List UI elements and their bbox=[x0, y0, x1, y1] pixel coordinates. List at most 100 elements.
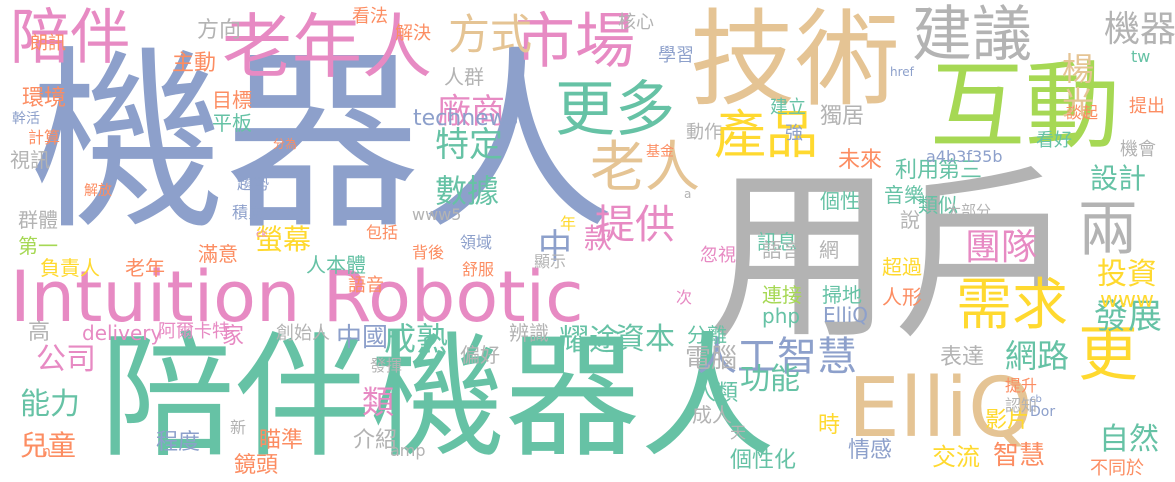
word: 人形 bbox=[882, 285, 922, 309]
word: 滿意 bbox=[198, 242, 238, 266]
word: 主動 bbox=[172, 51, 217, 76]
word: 設計 bbox=[1090, 162, 1147, 195]
word: ck bbox=[256, 229, 268, 240]
word: 網 bbox=[819, 238, 839, 262]
word: 交流 bbox=[932, 443, 980, 471]
word: 中國 bbox=[336, 323, 389, 353]
word: 自然 bbox=[1099, 422, 1159, 457]
word: 機會 bbox=[1120, 139, 1156, 160]
word: 介紹 bbox=[353, 428, 398, 453]
word: 積累 bbox=[232, 203, 265, 222]
word: 人類 bbox=[694, 381, 739, 406]
word: 類 bbox=[357, 385, 395, 419]
word: 顯示 bbox=[534, 252, 567, 271]
word: 環境 bbox=[22, 86, 67, 111]
word: Dor bbox=[1030, 404, 1056, 420]
word: 互動 bbox=[930, 52, 1121, 162]
word: 陪伴 bbox=[10, 3, 130, 73]
word: 基金 bbox=[646, 144, 674, 160]
word: 第一 bbox=[18, 234, 58, 258]
word: 建立 bbox=[770, 97, 806, 118]
word: 音樂 bbox=[884, 183, 924, 207]
word: 高 bbox=[28, 320, 51, 345]
word: 成人 bbox=[692, 403, 732, 427]
word: tw bbox=[1131, 47, 1151, 66]
word: 年 bbox=[560, 214, 577, 233]
word: 視訊 bbox=[10, 148, 50, 172]
word: 領域 bbox=[460, 233, 493, 252]
word: 解決 bbox=[395, 23, 431, 44]
word: 辨識 bbox=[509, 321, 549, 345]
word: 連接 bbox=[762, 283, 802, 307]
word: 新 bbox=[230, 418, 247, 437]
word: 廠商 bbox=[437, 92, 505, 132]
word: 提供 bbox=[595, 202, 675, 248]
word: delivery bbox=[82, 321, 163, 345]
word: 個性 bbox=[820, 189, 860, 213]
word: 核心 bbox=[618, 12, 654, 33]
word: 群體 bbox=[18, 208, 58, 232]
word: 智慧 bbox=[993, 441, 1046, 471]
word: 老年人 bbox=[222, 6, 432, 88]
word: 兒童 bbox=[20, 429, 77, 462]
word: 看法 bbox=[352, 6, 388, 27]
word: 螢幕 bbox=[255, 223, 312, 256]
word: 發展 bbox=[1094, 297, 1162, 337]
word: 分為 bbox=[273, 137, 298, 151]
word: 人工智慧 bbox=[697, 334, 857, 380]
word: amp bbox=[390, 441, 426, 460]
word: 方向 bbox=[197, 18, 242, 43]
word: 投資 bbox=[1097, 257, 1157, 292]
word: 目標 bbox=[212, 88, 252, 112]
word: 影片 bbox=[985, 408, 1030, 433]
word: 超過 bbox=[882, 255, 922, 279]
word: 大部分 bbox=[946, 202, 992, 220]
word: www5 bbox=[412, 205, 462, 224]
word: 忽視 bbox=[700, 245, 736, 266]
word: href bbox=[890, 65, 914, 79]
word: 個性化 bbox=[730, 448, 797, 473]
word: 款 bbox=[584, 222, 613, 255]
word: 更 bbox=[1078, 320, 1138, 390]
word: 公司 bbox=[36, 342, 96, 377]
word: 電腦 bbox=[685, 344, 738, 374]
word: 包括 bbox=[366, 223, 399, 242]
word: 楊光 bbox=[1057, 52, 1095, 120]
word: 網路 bbox=[1005, 337, 1070, 375]
word: 機器 bbox=[1104, 9, 1175, 50]
word: 負責人 bbox=[40, 256, 100, 280]
word: 老年 bbox=[125, 256, 165, 280]
word: 說 bbox=[900, 208, 920, 232]
word: a4b3f35b bbox=[926, 147, 1003, 166]
word: 創始人 bbox=[276, 323, 330, 344]
word: 未來 bbox=[838, 148, 883, 173]
word: 資本 bbox=[615, 322, 675, 357]
word: 瞄準 bbox=[259, 428, 304, 453]
word: 時 bbox=[818, 413, 841, 438]
word: ElliQ bbox=[848, 361, 1033, 456]
word: technews bbox=[413, 106, 519, 131]
word: 兩 bbox=[1078, 195, 1138, 265]
word: a bbox=[684, 187, 692, 201]
word: 訊息 bbox=[757, 230, 797, 254]
word: 市場 bbox=[515, 7, 635, 77]
word: Intuition Robotic bbox=[10, 256, 584, 338]
word: 分離 bbox=[687, 323, 727, 347]
word: 獨居 bbox=[820, 104, 865, 129]
word: cb bbox=[1030, 394, 1042, 405]
word: 更多 bbox=[555, 75, 675, 145]
word: 成熟 bbox=[384, 320, 449, 358]
word: 陪伴機器人 bbox=[100, 319, 775, 476]
word: 能力 bbox=[20, 387, 80, 422]
word: 舒服 bbox=[462, 260, 495, 279]
word: 朗訊 bbox=[30, 33, 66, 54]
word: 語音 bbox=[348, 275, 384, 296]
word: 功能 bbox=[740, 362, 800, 397]
word: 提出 bbox=[1129, 96, 1165, 117]
word: 第三 bbox=[938, 158, 983, 183]
word: 語言 bbox=[762, 238, 802, 262]
word: 偏好 bbox=[460, 343, 500, 367]
word: 特定 bbox=[435, 125, 503, 165]
word: 動作 bbox=[686, 122, 722, 143]
